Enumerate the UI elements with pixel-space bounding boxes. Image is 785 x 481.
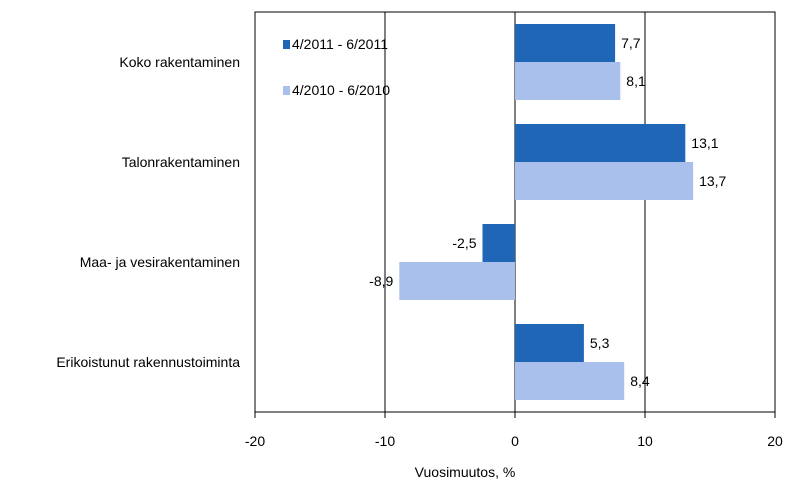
data-label-erikoistunut-rakennustoiminta-series-1: 5,3 xyxy=(590,335,610,351)
legend-swatch-series-2 xyxy=(283,86,290,95)
category-label-erikoistunut-rakennustoiminta: Erikoistunut rakennustoiminta xyxy=(56,354,240,370)
category-label-maa-ja-vesirakentaminen: Maa- ja vesirakentaminen xyxy=(80,254,240,270)
bar-maa-ja-vesirakentaminen-series-2 xyxy=(399,262,515,300)
bar-erikoistunut-rakennustoiminta-series-1 xyxy=(515,324,584,362)
category-labels: Koko rakentaminen Talonrakentaminen Maa- j… xyxy=(56,54,240,370)
bar-erikoistunut-rakennustoiminta-series-2 xyxy=(515,362,625,400)
bar-koko-rakentaminen-series-2 xyxy=(515,62,621,100)
data-label-koko-rakentaminen-series-1: 7,7 xyxy=(621,35,641,51)
x-tick-label: 10 xyxy=(637,433,653,449)
bar-talonrakentaminen-series-2 xyxy=(515,162,694,200)
data-label-maa-ja-vesirakentaminen-series-2: -8,9 xyxy=(369,273,393,289)
legend-label-series-2: 4/2010 - 6/2010 xyxy=(292,82,390,98)
x-axis-title: Vuosimuutos, % xyxy=(415,464,516,480)
data-label-talonrakentaminen-series-1: 13,1 xyxy=(691,135,718,151)
category-label-koko-rakentaminen: Koko rakentaminen xyxy=(119,54,240,70)
bar-maa-ja-vesirakentaminen-series-1 xyxy=(482,224,515,262)
x-tick-label: 0 xyxy=(511,433,519,449)
data-label-koko-rakentaminen-series-2: 8,1 xyxy=(626,73,646,89)
legend-label-series-1: 4/2011 - 6/2011 xyxy=(292,36,388,52)
category-label-talonrakentaminen: Talonrakentaminen xyxy=(122,154,240,170)
legend: 4/2011 - 6/2011 4/2010 - 6/2010 xyxy=(283,36,390,98)
x-tick-label: 20 xyxy=(767,433,783,449)
data-labels: 7,7 8,1 13,1 13,7 -2,5 -8,9 5,3 8,4 xyxy=(369,35,726,389)
data-label-talonrakentaminen-series-2: 13,7 xyxy=(699,173,726,189)
bar-koko-rakentaminen-series-1 xyxy=(515,24,616,62)
bars xyxy=(399,24,694,400)
x-tick-label: -20 xyxy=(245,433,265,449)
legend-swatch-series-1 xyxy=(283,40,290,49)
bar-talonrakentaminen-series-1 xyxy=(515,124,686,162)
x-axis: -20 -10 0 10 20 xyxy=(245,412,783,449)
data-label-maa-ja-vesirakentaminen-series-1: -2,5 xyxy=(452,235,476,251)
x-tick-label: -10 xyxy=(375,433,395,449)
data-label-erikoistunut-rakennustoiminta-series-2: 8,4 xyxy=(630,373,650,389)
